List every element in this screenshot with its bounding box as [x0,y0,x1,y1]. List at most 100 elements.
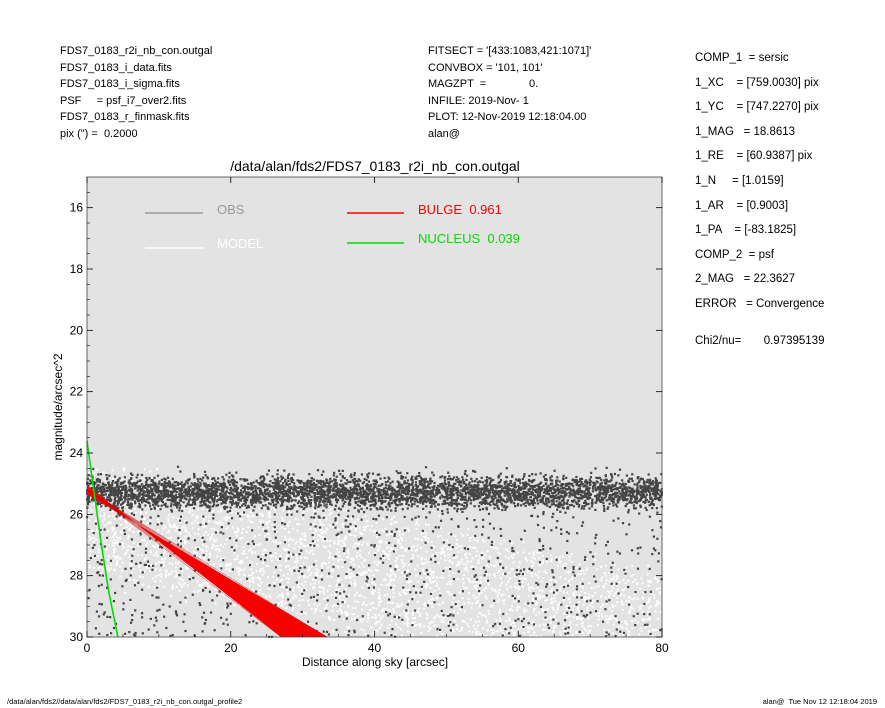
obs-point [594,508,597,511]
obs-point [331,495,334,498]
obs-point [548,488,551,491]
model-point [511,556,514,559]
model-point [423,562,426,565]
obs-point [170,505,173,508]
model-point [143,539,146,542]
model-point [366,617,369,619]
model-point [191,522,194,525]
model-point [390,548,393,551]
obs-point [193,482,196,485]
obs-point [485,496,489,499]
model-point [488,573,491,576]
model-point [631,619,634,622]
obs-point [326,496,329,499]
model-point [392,608,395,611]
model-point [538,594,541,597]
model-point [90,544,93,547]
model-point [248,589,251,592]
obs-point [293,482,296,485]
model-point [368,575,371,578]
obs-point [631,501,634,504]
model-point [400,546,402,549]
model-point [340,609,343,612]
model-point [608,580,611,583]
obs-point [220,482,223,485]
model-point [202,526,205,529]
model-point [429,587,432,590]
model-point [522,551,525,554]
model-point [279,564,282,567]
model-point [90,537,93,540]
model-point [346,611,349,614]
obs-point [498,484,501,487]
obs-point [594,467,597,470]
model-point [100,566,103,569]
model-point [625,566,628,569]
obs-point [408,483,411,486]
model-point [595,568,598,571]
chi2-line: Chi2/nu= 0.97395139 [695,334,825,347]
model-point [451,601,454,604]
model-point [454,535,457,538]
obs-point [478,501,481,504]
model-point [648,600,651,603]
model-point [98,504,101,507]
model-point [326,527,329,530]
model-point [262,593,265,596]
model-point [384,527,387,530]
model-point [591,606,594,609]
model-point [251,552,254,555]
model-point [395,623,398,626]
obs-point [131,473,134,476]
model-point [382,550,385,553]
model-point [154,567,157,570]
model-point [392,596,395,599]
obs-point [422,485,425,489]
model-point [641,582,644,585]
obs-point [605,499,608,502]
model-point [604,574,607,577]
model-point [233,603,236,606]
obs-point [278,491,281,494]
model-point [593,558,596,561]
model-point [287,539,290,542]
model-point [358,526,361,529]
model-point [568,597,571,600]
model-point [285,548,288,551]
model-point [157,585,160,588]
obs-point [405,502,408,505]
model-point [430,573,433,576]
obs-point [341,469,344,472]
model-point [406,624,409,627]
model-point [420,587,423,590]
model-point [220,565,222,568]
model-point [354,600,357,603]
model-point [375,522,378,524]
model-point [107,555,110,558]
obs-point [174,484,177,487]
model-point [366,524,369,527]
obs-point [465,478,468,481]
model-point [360,628,363,631]
model-point [457,599,460,602]
obs-point [492,478,495,482]
model-point [312,552,315,555]
model-point [652,593,655,596]
model-point [557,607,559,610]
model-point [386,546,389,549]
obs-point [611,501,615,504]
model-point [225,527,228,530]
model-point [449,618,452,621]
obs-point [443,479,447,482]
obs-point [252,481,255,484]
model-point [430,595,432,598]
model-point [327,550,330,553]
model-point [122,467,125,470]
obs-point [141,498,144,501]
obs-point [456,510,459,513]
model-point [181,544,184,547]
model-point [335,584,338,587]
obs-point [309,503,312,506]
model-point [613,616,616,619]
model-point [387,558,390,560]
